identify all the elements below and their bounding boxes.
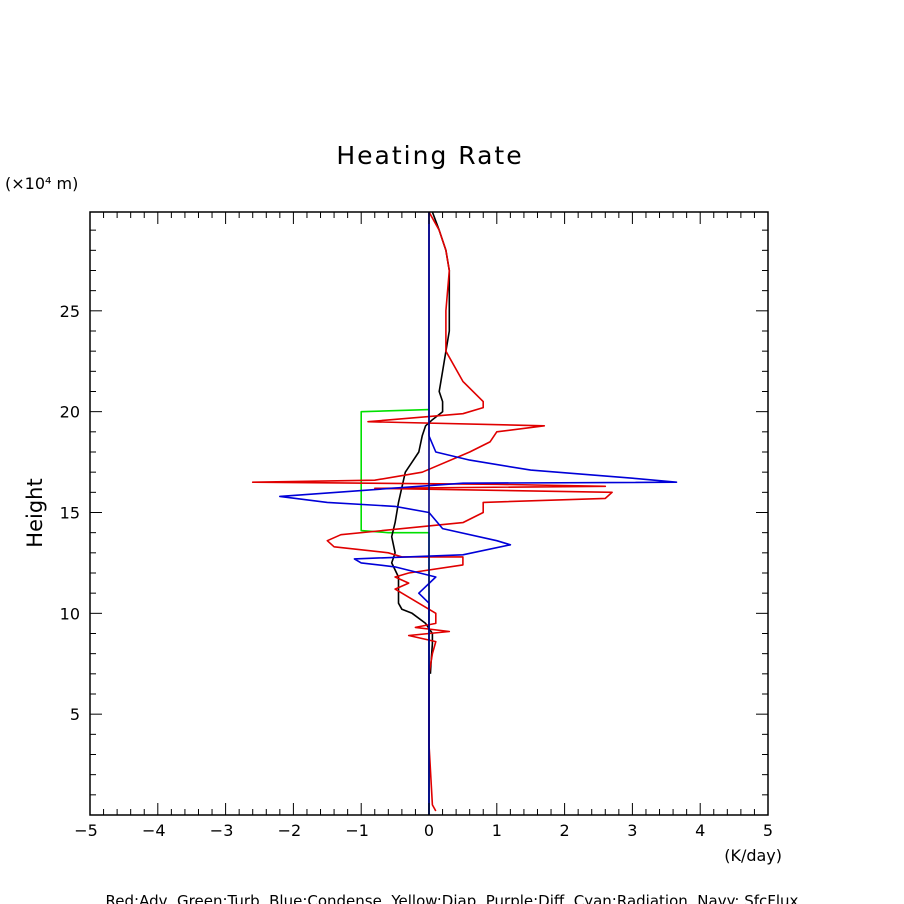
y-tick-label: 15 <box>60 503 80 522</box>
x-tick-label: −2 <box>278 821 302 840</box>
y-tick-label: 10 <box>60 604 80 623</box>
series-line <box>251 211 613 812</box>
x-tick-label: 5 <box>763 821 773 840</box>
x-tick-label: −5 <box>74 821 98 840</box>
y-axis-label: Height <box>23 478 47 547</box>
x-tick-label: 0 <box>424 821 434 840</box>
x-tick-label: 3 <box>627 821 637 840</box>
y-tick-label: 25 <box>60 302 80 321</box>
axis-layer: −5 −4 −3 −2 −1 0 1 2 3 4 5 5 10 15 20 25 <box>60 212 773 840</box>
x-tick-label: −3 <box>210 821 234 840</box>
series-layer <box>251 211 678 815</box>
chart-title: Heating Rate <box>336 141 523 170</box>
x-tick-label: −1 <box>345 821 369 840</box>
y-tick-label: 20 <box>60 403 80 422</box>
x-tick-label: 1 <box>492 821 502 840</box>
y-unit-label: (×10⁴ m) <box>5 174 78 193</box>
y-tick-label: 5 <box>70 705 80 724</box>
legend-text: Red:Adv, Green:Turb, Blue:Condense, Yell… <box>106 892 799 904</box>
series-line <box>279 212 678 815</box>
series-line <box>360 408 430 815</box>
plot-frame <box>89 211 769 816</box>
x-axis-label: (K/day) <box>724 846 782 865</box>
series-line <box>390 211 451 674</box>
x-tick-label: −4 <box>142 821 166 840</box>
x-tick-label: 4 <box>695 821 705 840</box>
x-tick-label: 2 <box>560 821 570 840</box>
